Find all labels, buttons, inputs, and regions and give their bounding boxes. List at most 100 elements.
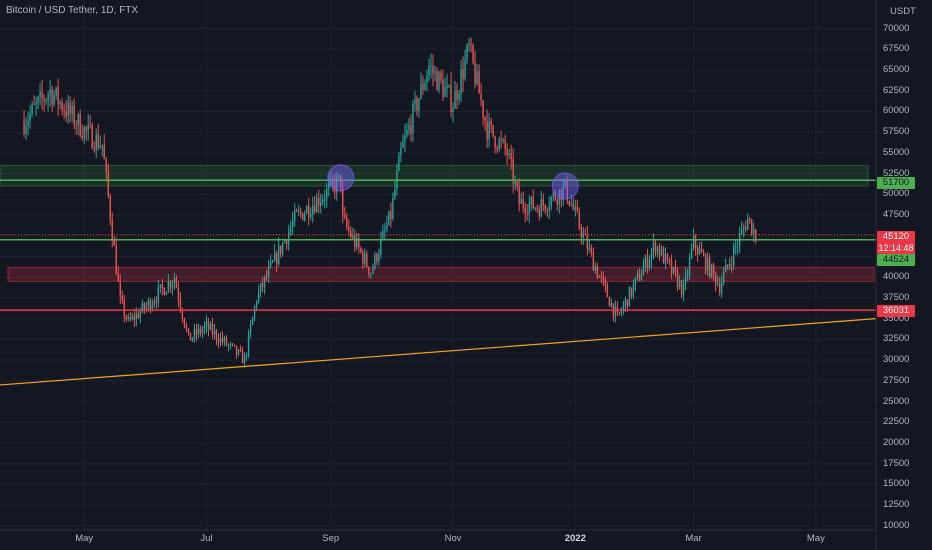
currency-label[interactable]: USDT	[890, 6, 916, 17]
price-tick: 40000	[883, 271, 910, 283]
candle-body	[119, 281, 121, 297]
candle-body	[27, 120, 29, 127]
candle-body	[99, 145, 101, 148]
candle-body	[107, 171, 109, 196]
resistance-price-label: 51700	[877, 177, 915, 189]
candle-body	[564, 179, 566, 187]
candle-body	[207, 321, 210, 330]
candle-body	[320, 202, 322, 206]
candle-body	[500, 139, 502, 141]
candle-body	[81, 136, 83, 139]
candle-body	[159, 284, 162, 288]
time-tick: Sep	[322, 533, 340, 544]
candle-body	[87, 124, 89, 130]
candle-body	[95, 134, 97, 151]
candle-body	[704, 254, 707, 271]
candle-body	[755, 229, 757, 241]
candle-body	[460, 69, 462, 94]
candle-body	[620, 311, 623, 313]
candle-body	[452, 108, 454, 112]
candle-body	[430, 65, 432, 67]
candle-body	[143, 303, 146, 309]
candle-body	[235, 345, 238, 355]
candle-body	[688, 258, 691, 275]
candle-body	[674, 266, 677, 272]
candle-body	[428, 65, 430, 76]
candle-body	[658, 246, 661, 256]
candle-body	[193, 329, 196, 338]
candle-body	[524, 207, 526, 214]
candle-body	[690, 248, 693, 259]
candle-body	[77, 114, 79, 126]
candle-body	[105, 159, 107, 172]
candle-body	[562, 186, 564, 200]
candle-body	[456, 91, 458, 100]
candle-body	[113, 240, 115, 246]
candle-body	[694, 235, 697, 249]
candle-body	[362, 252, 364, 264]
candle-body	[155, 302, 158, 303]
candle-body	[79, 114, 81, 137]
candle-body	[578, 211, 581, 228]
candle-body	[51, 89, 53, 105]
candle-body	[426, 75, 428, 84]
highlight-circle	[551, 172, 579, 200]
candle-body	[297, 211, 300, 213]
candle-body	[111, 220, 113, 241]
candle-body	[197, 328, 200, 335]
candle-body	[724, 264, 727, 273]
candle-body	[139, 311, 142, 319]
candle-body	[271, 261, 274, 262]
candle-body	[676, 271, 679, 288]
candle-body	[45, 99, 47, 102]
candle-body	[652, 242, 655, 252]
candle-body	[273, 252, 276, 262]
price-tick: 35000	[883, 312, 910, 324]
price-tick: 60000	[883, 105, 910, 117]
candle-body	[263, 276, 266, 288]
candle-body	[702, 252, 705, 255]
candle-body	[149, 300, 152, 310]
price-tick: 27500	[883, 374, 910, 386]
candle-body	[203, 326, 206, 330]
candle-body	[480, 93, 482, 101]
candle-body	[277, 245, 280, 264]
candle-body	[458, 93, 460, 100]
candle-body	[412, 103, 414, 134]
candle-body	[732, 247, 735, 266]
time-tick: Jul	[200, 533, 213, 544]
candle-body	[354, 235, 356, 248]
candle-body	[55, 87, 57, 96]
ascending-trendline	[0, 318, 877, 386]
candle-body	[622, 305, 625, 312]
candle-body	[346, 217, 348, 227]
candle-body	[211, 323, 214, 335]
price-tick: 22500	[883, 416, 910, 428]
candle-body	[630, 287, 633, 296]
candle-body	[239, 349, 242, 351]
candle-body	[338, 174, 340, 177]
candle-body	[123, 300, 125, 317]
candle-body	[604, 280, 607, 286]
candle-body	[187, 328, 190, 333]
candle-body	[163, 288, 166, 296]
candle-body	[660, 248, 663, 256]
candle-body	[225, 337, 228, 346]
candle-body	[498, 139, 500, 150]
candle-body	[358, 238, 360, 248]
candle-body	[251, 317, 254, 326]
candle-body	[656, 246, 659, 253]
candle-body	[514, 181, 516, 184]
candle-body	[133, 315, 136, 321]
candle-body	[382, 230, 384, 239]
candle-body	[548, 206, 550, 211]
candle-body	[584, 233, 587, 235]
candle-body	[326, 188, 328, 199]
candle-body	[303, 213, 306, 220]
candle-body	[227, 344, 230, 346]
candle-body	[33, 104, 35, 105]
candle-body	[177, 287, 180, 300]
candle-body	[131, 315, 134, 320]
candle-body	[384, 229, 386, 231]
